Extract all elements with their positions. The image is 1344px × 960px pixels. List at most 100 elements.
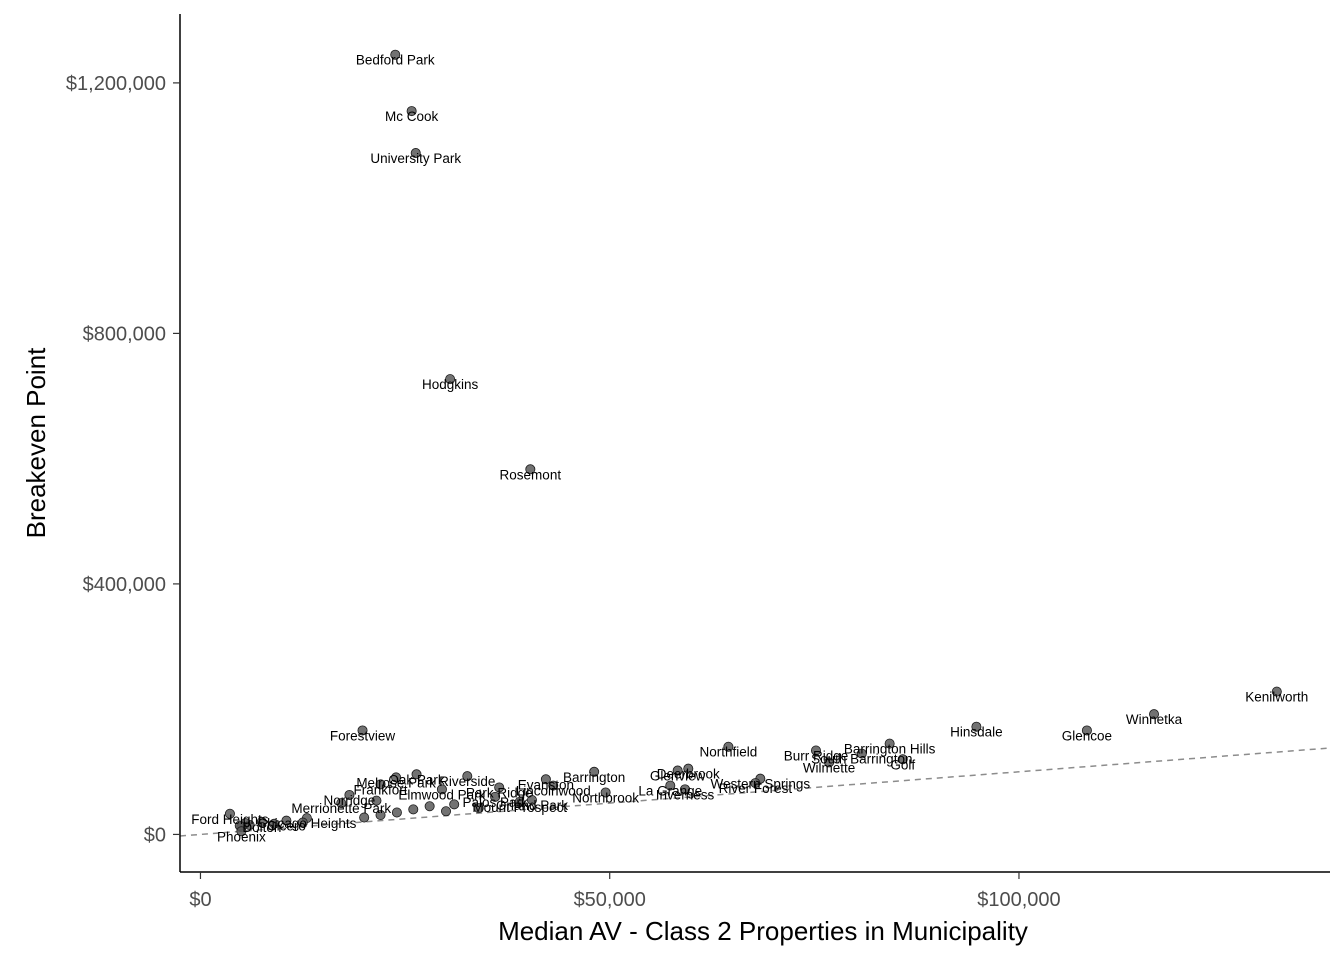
x-axis-title: Median AV - Class 2 Properties in Munici… bbox=[498, 916, 1028, 946]
point-label: Barrington bbox=[563, 770, 625, 785]
point-label: Northbrook bbox=[572, 790, 639, 805]
point-label: Hinsdale bbox=[950, 725, 1003, 740]
data-point bbox=[490, 791, 501, 802]
data-point bbox=[680, 784, 691, 795]
reference-line bbox=[179, 747, 1331, 837]
data-point bbox=[411, 769, 422, 780]
data-point bbox=[408, 804, 419, 815]
data-point bbox=[371, 795, 382, 806]
data-point bbox=[391, 807, 402, 818]
data-point bbox=[281, 815, 292, 826]
data-point bbox=[884, 738, 895, 749]
y-axis-title: Breakeven Point bbox=[21, 347, 51, 539]
data-point bbox=[256, 816, 267, 827]
data-point bbox=[410, 148, 421, 159]
point-label: Melrose Park bbox=[356, 775, 436, 790]
data-point bbox=[473, 803, 484, 814]
data-point bbox=[449, 799, 460, 810]
x-ticks: $0 $50,000 $100,000 bbox=[189, 872, 1061, 911]
data-point bbox=[224, 808, 235, 819]
x-tick-label: $100,000 bbox=[977, 889, 1060, 911]
y-ticks: $0 $400,000 $800,000 $1,200,000 bbox=[66, 73, 180, 846]
point-label: Western Springs bbox=[711, 777, 811, 792]
x-tick-label: $50,000 bbox=[574, 889, 646, 911]
data-point bbox=[897, 754, 908, 765]
data-point bbox=[359, 812, 370, 823]
point-label: Palos Park bbox=[462, 795, 528, 810]
point-label: South Barrington bbox=[811, 752, 912, 767]
point-label: Barrington Hills bbox=[844, 742, 936, 757]
x-tick-label: $0 bbox=[189, 889, 211, 911]
point-label: University Park bbox=[370, 151, 461, 166]
y-tick-label: $0 bbox=[144, 824, 166, 846]
point-label: Phoenix bbox=[217, 829, 266, 844]
data-point bbox=[445, 374, 456, 385]
point-label: Kenilworth bbox=[1245, 690, 1308, 705]
data-point bbox=[824, 757, 835, 768]
point-label: Park Ridge bbox=[466, 785, 533, 800]
point-label: Northfield bbox=[700, 745, 758, 760]
data-point bbox=[600, 787, 611, 798]
data-point bbox=[750, 778, 761, 789]
point-label: Wilmette bbox=[803, 760, 856, 775]
data-point bbox=[462, 771, 473, 782]
data-point bbox=[336, 798, 347, 809]
y-tick-label: $800,000 bbox=[83, 323, 166, 345]
data-point bbox=[971, 721, 982, 732]
data-point bbox=[406, 106, 417, 117]
point-label: Mount Prospect bbox=[472, 800, 567, 815]
points-layer bbox=[224, 49, 1282, 837]
data-point bbox=[525, 464, 536, 475]
data-point bbox=[391, 772, 402, 783]
data-point bbox=[665, 780, 676, 791]
y-tick-label: $400,000 bbox=[83, 574, 166, 596]
point-label: Riverside bbox=[439, 774, 495, 789]
data-point bbox=[375, 779, 386, 790]
data-point bbox=[424, 801, 435, 812]
point-label: River Forest bbox=[719, 781, 793, 796]
point-label: Norridge bbox=[324, 793, 376, 808]
point-label: Cicero bbox=[267, 819, 306, 834]
data-point bbox=[494, 782, 505, 793]
data-point bbox=[514, 796, 525, 807]
point-label: Frankfort bbox=[354, 782, 408, 797]
point-label: Lincolnwood bbox=[516, 784, 591, 799]
data-point bbox=[375, 810, 386, 821]
point-label: Golf bbox=[890, 757, 915, 772]
data-point bbox=[236, 826, 247, 837]
data-point bbox=[856, 748, 867, 759]
data-point bbox=[589, 766, 600, 777]
point-label: Burr Ridge bbox=[784, 749, 849, 764]
data-point bbox=[269, 818, 280, 829]
data-point bbox=[297, 817, 308, 828]
point-label: Dolton bbox=[242, 820, 281, 835]
data-point bbox=[723, 741, 734, 752]
point-label: Rosemont bbox=[500, 467, 562, 482]
data-point bbox=[390, 49, 401, 60]
point-label: Evanston bbox=[518, 777, 574, 792]
point-label: Elmwood Park bbox=[398, 787, 485, 802]
point-label: La Grange bbox=[638, 784, 702, 799]
data-point bbox=[357, 725, 368, 736]
data-point bbox=[344, 789, 355, 800]
point-label: Inverness bbox=[656, 787, 715, 802]
point-label: Mc Cook bbox=[385, 109, 439, 124]
data-point bbox=[548, 780, 559, 791]
point-label: Glenview bbox=[650, 769, 706, 784]
data-point bbox=[436, 784, 447, 795]
point-label: Ford Heights bbox=[191, 812, 269, 827]
y-tick-label: $1,200,000 bbox=[66, 73, 166, 95]
point-label: Glencoe bbox=[1062, 728, 1112, 743]
point-label: Forestview bbox=[330, 728, 396, 743]
point-label: Orland Park bbox=[496, 798, 568, 813]
point-label: Bedford Park bbox=[356, 53, 435, 68]
point-label: Deerbrook bbox=[657, 767, 720, 782]
point-label: Hodgkins bbox=[422, 377, 479, 392]
data-point bbox=[683, 763, 694, 774]
point-label: Winnetka bbox=[1126, 712, 1183, 727]
point-label: Chicago Heights bbox=[257, 816, 356, 831]
data-point bbox=[526, 794, 537, 805]
data-point bbox=[1149, 709, 1160, 720]
point-label: Merrionette Park bbox=[291, 801, 391, 816]
